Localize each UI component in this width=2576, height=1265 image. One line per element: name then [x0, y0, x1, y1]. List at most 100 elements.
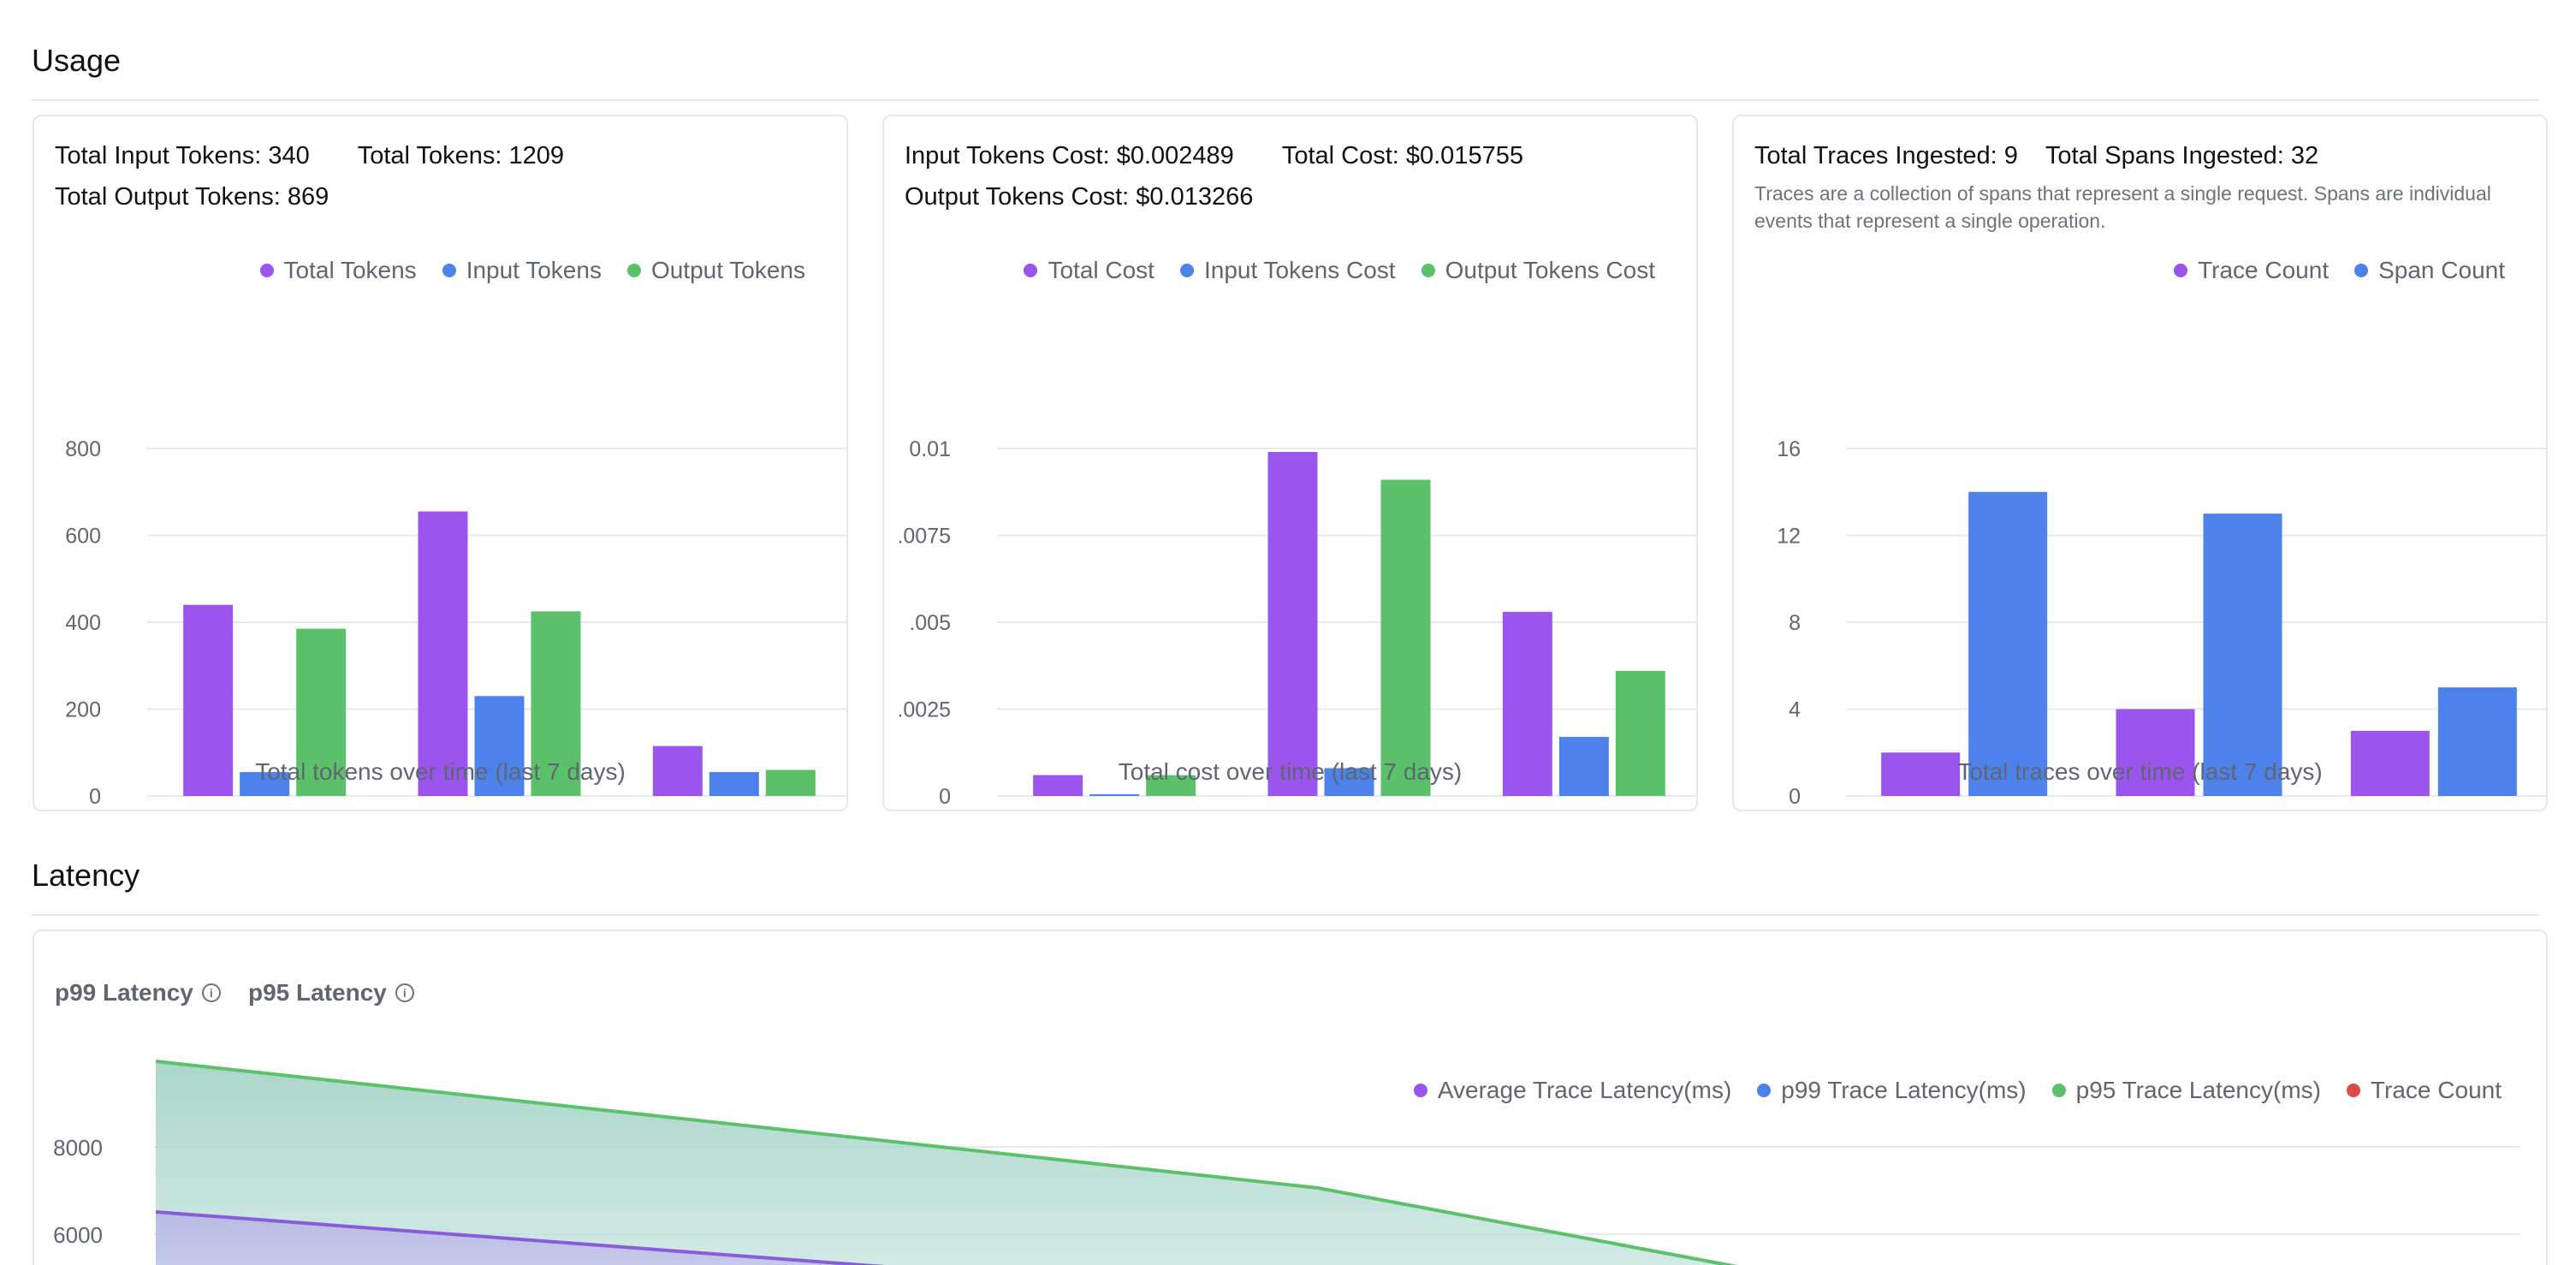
bar-input-tokens: [474, 696, 525, 796]
y-tick-label: 8: [1789, 611, 1801, 635]
latency-section-title: Latency: [32, 858, 140, 893]
bar-output-tokens-cost: [1146, 775, 1196, 796]
avg-latency-line: [155, 1210, 885, 1265]
tokens-card: Total Input Tokens: 340 Total Tokens: 120…: [33, 115, 848, 811]
bar-total-cost: [1502, 611, 1552, 796]
tokens-legend: Total Tokens Input Tokens Output Tokens: [259, 257, 805, 284]
bar-output-tokens-cost: [1380, 479, 1431, 796]
usage-section-title: Usage: [32, 43, 122, 78]
y-tick-label: 0: [1789, 785, 1801, 809]
tab-p99-latency[interactable]: p99 Latency i: [55, 979, 221, 1007]
bar-input-tokens: [240, 772, 290, 796]
traces-legend: Trace Count Span Count: [2174, 257, 2505, 284]
legend-item[interactable]: Average Trace Latency(ms): [1413, 1077, 1732, 1104]
total-input-tokens: Total Input Tokens: 340: [55, 142, 310, 169]
legend-item[interactable]: Trace Count: [2346, 1077, 2502, 1104]
total-output-tokens: Total Output Tokens: 869: [55, 183, 329, 211]
legend-item[interactable]: Output Tokens Cost: [1421, 257, 1655, 284]
cost-card: Input Tokens Cost: $0.002489 Total Cost: …: [882, 115, 1698, 811]
bar-input-tokens: [709, 772, 759, 796]
traces-chart-caption: Total traces over time (last 7 days): [1957, 758, 2323, 785]
traces-stat-row: Total Traces Ingested: 9 Total Spans Inge…: [1754, 142, 2366, 170]
bar-trace-count: [2350, 730, 2430, 796]
y-tick-label: 0.01: [909, 437, 951, 461]
bar-total-tokens: [652, 745, 703, 796]
legend-label: Average Trace Latency(ms): [1437, 1077, 1732, 1103]
y-tick-label: .0075: [897, 525, 951, 549]
tab-p99-label: p99 Latency: [55, 979, 193, 1006]
y-tick-label: 4: [1789, 698, 1801, 722]
legend-label: Trace Count: [2198, 257, 2330, 283]
y-tick-label: 0: [939, 785, 951, 809]
legend-item[interactable]: Total Tokens: [259, 257, 417, 284]
total-cost: Total Cost: $0.015755: [1281, 142, 1523, 169]
y-tick-label: 0: [89, 785, 101, 809]
legend-item[interactable]: Total Cost: [1024, 257, 1154, 284]
legend-label: Total Cost: [1048, 257, 1154, 283]
cost-legend: Total Cost Input Tokens Cost Output Tokens…: [1024, 257, 1655, 284]
bar-output-tokens: [531, 611, 581, 796]
legend-label: p95 Trace Latency(ms): [2075, 1077, 2321, 1103]
legend-dot-icon: [1421, 264, 1435, 277]
legend-item[interactable]: Trace Count: [2174, 257, 2329, 284]
latency-ytick: 6000: [53, 1222, 103, 1248]
tab-p95-latency[interactable]: p95 Latency i: [248, 979, 414, 1007]
y-tick-label: 600: [65, 525, 101, 549]
traces-card: Total Traces Ingested: 9 Total Spans Inge…: [1732, 115, 2548, 811]
legend-dot-icon: [2346, 1084, 2360, 1097]
cost-chart-caption: Total cost over time (last 7 days): [1118, 758, 1463, 785]
input-tokens-cost: Input Tokens Cost: $0.002489: [905, 142, 1234, 169]
legend-label: Output Tokens: [650, 257, 805, 283]
tokens-chart-caption: Total tokens over time (last 7 days): [255, 758, 626, 785]
legend-label: Total Tokens: [283, 257, 417, 283]
info-icon[interactable]: i: [395, 983, 414, 1002]
y-tick-label: 200: [65, 698, 101, 722]
total-traces-ingested: Total Traces Ingested: 9: [1754, 142, 2018, 169]
total-spans-ingested: Total Spans Ingested: 32: [2045, 142, 2319, 169]
cost-stat-row: Input Tokens Cost: $0.002489 Total Cost: …: [905, 142, 1571, 170]
output-tokens-cost: Output Tokens Cost: $0.013266: [905, 183, 1254, 211]
legend-dot-icon: [626, 264, 641, 277]
bar-span-count: [2203, 514, 2282, 796]
legend-item[interactable]: Span Count: [2354, 257, 2505, 284]
latency-ytick: 8000: [53, 1135, 103, 1161]
legend-dot-icon: [1179, 264, 1194, 277]
bar-span-count: [2437, 687, 2517, 796]
bar-output-tokens: [296, 628, 347, 796]
bar-span-count: [1968, 491, 2048, 796]
legend-dot-icon: [2051, 1084, 2066, 1097]
legend-dot-icon: [1413, 1084, 1427, 1097]
bar-input-tokens-cost: [1089, 793, 1140, 796]
bar-output-tokens-cost: [1615, 670, 1665, 796]
legend-item[interactable]: Input Tokens Cost: [1179, 257, 1396, 284]
total-tokens: Total Tokens: 1209: [357, 142, 565, 169]
latency-chart: 8000 6000: [53, 1060, 2520, 1265]
info-icon[interactable]: i: [201, 983, 221, 1002]
bar-trace-count: [1881, 752, 1961, 796]
legend-label: Input Tokens Cost: [1203, 257, 1396, 283]
y-tick-label: .005: [909, 611, 951, 635]
legend-dot-icon: [1024, 264, 1038, 277]
legend-item[interactable]: Input Tokens: [442, 257, 602, 284]
legend-dot-icon: [2354, 264, 2369, 277]
legend-label: Output Tokens Cost: [1445, 257, 1655, 283]
y-tick-label: 400: [65, 611, 101, 635]
bar-input-tokens-cost: [1558, 736, 1609, 796]
latency-legend: Average Trace Latency(ms) p99 Trace Laten…: [1413, 1077, 2502, 1104]
y-tick-label: 12: [1777, 525, 1801, 549]
legend-dot-icon: [442, 264, 456, 277]
legend-item[interactable]: p99 Trace Latency(ms): [1757, 1077, 2027, 1104]
tab-p95-label: p95 Latency: [248, 979, 387, 1006]
p95-latency-line: [155, 1060, 1738, 1265]
traces-description: Traces are a collection of spans that re…: [1754, 182, 2491, 232]
legend-dot-icon: [259, 264, 274, 277]
bar-total-cost: [1267, 452, 1318, 796]
bar-output-tokens: [765, 769, 816, 796]
bar-total-tokens: [418, 511, 468, 796]
y-tick-label: 800: [65, 437, 101, 461]
legend-item[interactable]: p95 Trace Latency(ms): [2051, 1077, 2321, 1104]
legend-label: p99 Trace Latency(ms): [1781, 1077, 2027, 1103]
legend-item[interactable]: Output Tokens: [626, 257, 805, 284]
bar-total-cost: [1033, 775, 1083, 796]
